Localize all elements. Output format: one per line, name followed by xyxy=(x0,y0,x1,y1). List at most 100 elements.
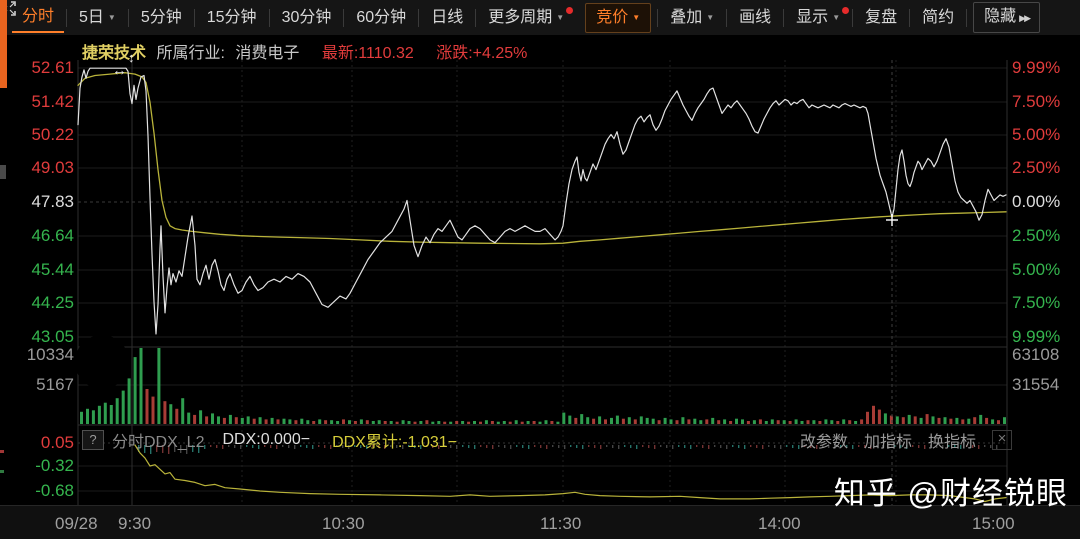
separator xyxy=(343,8,345,27)
chevron-down-icon: ▼ xyxy=(632,12,641,22)
time-axis-label: 14:00 xyxy=(758,514,801,533)
separator xyxy=(127,8,129,27)
separator xyxy=(852,8,854,27)
toolbar-button-label: 分时 xyxy=(22,7,55,25)
toolbar-button-left-1[interactable]: 5日 ▼ xyxy=(69,4,126,32)
separator xyxy=(783,8,785,27)
ddx-action-0[interactable]: 改参数 xyxy=(800,434,849,451)
ddx-action-1[interactable]: 加指标 xyxy=(864,434,913,451)
ddx-value: DDX:0.000− xyxy=(222,431,311,448)
separator xyxy=(268,8,270,27)
separator xyxy=(726,8,728,27)
separator xyxy=(193,8,195,27)
ddx-actions: 改参数 加指标 换指标 × xyxy=(800,428,1013,452)
stock-header: 捷荣技术 所属行业: 消费电子 最新:1110.32 涨跌:+4.25% xyxy=(82,39,533,63)
toolbar-button-left-3[interactable]: 15分钟 xyxy=(197,4,267,32)
time-axis-label: 11:30 xyxy=(540,514,582,533)
separator xyxy=(475,8,477,27)
time-axis-label: 15:00 xyxy=(972,514,1015,533)
toolbar-button-right-5[interactable]: 简约 xyxy=(912,4,964,32)
close-icon[interactable]: × xyxy=(992,430,1013,450)
toolbar-button-right-4[interactable]: 复盘 xyxy=(855,4,907,32)
toolbar-button-right-6[interactable]: 隐藏 ▶▶ xyxy=(973,2,1040,33)
price-axis-label: 47.83 xyxy=(31,192,74,211)
ddx-indicator-name[interactable]: 分时DDX_L2 xyxy=(112,434,205,451)
change-percent: 涨跌:+4.25% xyxy=(436,45,528,62)
notification-dot xyxy=(842,6,850,14)
chevron-down-icon: ▼ xyxy=(556,12,565,22)
toolbar-button-label: 画线 xyxy=(739,8,772,26)
time-axis-label: 9:30 xyxy=(118,514,152,533)
separator xyxy=(909,8,911,27)
vertical-marker-icon: ↕ xyxy=(128,50,135,65)
volume-axis-label: 10334 xyxy=(26,345,74,364)
horizontal-resize-cursor-icon: ↔ xyxy=(112,62,127,79)
left-accent-strip xyxy=(0,0,7,88)
separator xyxy=(657,8,659,27)
toolbar-button-label: 显示 xyxy=(796,8,829,26)
ddx-indicator-bar: ? 分时DDX_L2 DDX:0.000− DDX累计:-1.031− xyxy=(82,428,457,452)
ddx-axis-label: 0.05 xyxy=(40,433,74,452)
price-axis-label: 45.44 xyxy=(31,260,74,279)
price-axis-label: 46.64 xyxy=(31,226,74,245)
toolbar-button-left-5[interactable]: 60分钟 xyxy=(346,4,416,32)
toolbar-button-label: 30分钟 xyxy=(281,8,332,26)
toolbar-button-left-6[interactable]: 日线 xyxy=(421,4,473,32)
toolbar-button-label: 日线 xyxy=(431,8,464,26)
left-speck-green xyxy=(0,470,4,473)
separator xyxy=(66,8,68,27)
time-axis-label: 10:30 xyxy=(322,514,365,533)
stock-name: 捷荣技术 xyxy=(82,45,147,62)
percent-axis-label: 5.00% xyxy=(1012,125,1061,144)
toolbar-button-label: 叠加 xyxy=(670,8,703,26)
ddx-action-2[interactable]: 换指标 xyxy=(928,434,977,451)
price-axis-label: 52.61 xyxy=(31,58,74,77)
industry-label: 所属行业: xyxy=(156,45,225,62)
toolbar-button-right-1[interactable]: 叠加 ▼ xyxy=(660,4,724,32)
notification-dot xyxy=(566,6,574,14)
toolbar-button-label: 简约 xyxy=(922,8,955,26)
toolbar-button-left-7[interactable]: 更多周期 ▼ xyxy=(478,4,574,32)
toolbar-button-right-0[interactable]: 竞价 ▼ xyxy=(585,2,652,33)
percent-axis-label: 9.99% xyxy=(1012,58,1061,77)
percent-axis-label: 0.00% xyxy=(1012,192,1061,211)
price-axis-label: 49.03 xyxy=(31,158,74,177)
latest-price: 最新:1110.32 xyxy=(321,45,414,62)
volume-axis-label: 31554 xyxy=(1012,375,1060,394)
toolbar-button-left-0[interactable]: 分时 xyxy=(12,3,65,33)
toolbar-button-label: 竞价 xyxy=(596,8,629,26)
price-axis-label: 50.22 xyxy=(31,125,74,144)
chevron-down-icon: ▼ xyxy=(706,12,715,22)
toolbar-button-label: 15分钟 xyxy=(206,8,257,26)
toolbar-button-right-3[interactable]: 显示 ▼ xyxy=(786,4,850,32)
left-scrollbar-notch[interactable] xyxy=(0,165,6,179)
separator xyxy=(966,8,968,27)
toolbar-right-group: 竞价 ▼ 叠加 ▼ 画线 显示 ▼ 复盘 简约 隐藏 ▶▶ xyxy=(1,1,1074,33)
period-toolbar: 分时 5日 ▼ 5分钟 15分钟 30分钟 60分钟 日线 更多周期 ▼ 竞价 ▼ 叠加 ▼ 画线 显示 ▼ 复… xyxy=(0,0,1080,35)
toolbar-button-label: 隐藏 xyxy=(984,8,1017,25)
time-axis-label: 09/28 xyxy=(55,514,98,533)
percent-axis-label: 2.50% xyxy=(1012,158,1061,177)
price-axis-label: 43.05 xyxy=(31,327,74,346)
industry-value: 消费电子 xyxy=(235,45,300,62)
toolbar-button-label: 5日 xyxy=(79,8,104,26)
toolbar-button-label: 复盘 xyxy=(865,8,898,26)
price-axis-label: 51.42 xyxy=(31,92,74,111)
left-speck-red xyxy=(0,450,4,453)
percent-axis-label: 7.50% xyxy=(1012,293,1061,312)
watermark: 知乎 @财经锐眼 xyxy=(833,476,1068,511)
toolbar-button-right-2[interactable]: 画线 xyxy=(729,4,781,32)
percent-axis-label: 5.00% xyxy=(1012,260,1061,279)
separator xyxy=(418,8,420,27)
percent-axis-label: 2.50% xyxy=(1012,226,1061,245)
toolbar-button-left-2[interactable]: 5分钟 xyxy=(131,4,192,32)
chevron-down-icon: ▼ xyxy=(107,12,116,22)
price-axis-label: 44.25 xyxy=(31,293,74,312)
toolbar-button-left-4[interactable]: 30分钟 xyxy=(272,4,342,32)
help-icon[interactable]: ? xyxy=(82,430,104,450)
toolbar-button-label: 60分钟 xyxy=(356,8,407,26)
volume-axis-label: 63108 xyxy=(1012,345,1060,364)
toolbar-left-group: 分时 5日 ▼ 5分钟 15分钟 30分钟 60分钟 日线 更多周期 ▼ xyxy=(12,3,574,33)
